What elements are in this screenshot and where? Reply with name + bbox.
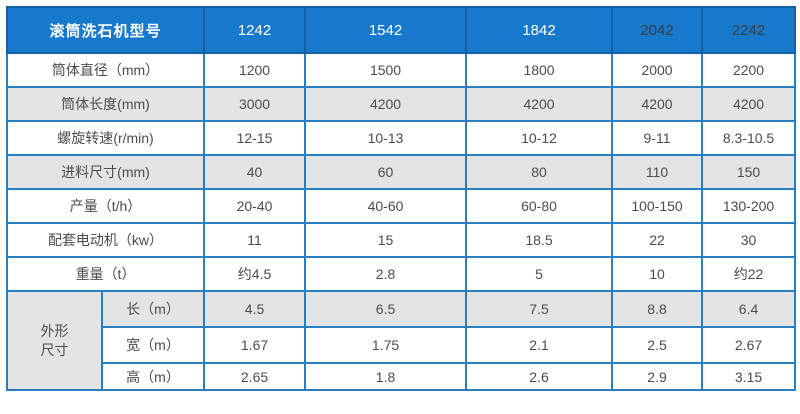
- spec-cell: 1.67: [203, 326, 307, 364]
- spec-cell: 22: [611, 222, 704, 258]
- dimension-group-label-line2: 尺寸: [40, 341, 69, 358]
- spec-cell: 10-12: [465, 120, 614, 156]
- spec-cell: 130-200: [701, 188, 797, 224]
- row-feed-size: 进料尺寸(mm) 40 60 80 110 150: [5, 154, 797, 190]
- spec-cell: 4200: [701, 86, 797, 122]
- spec-cell: 2.67: [701, 326, 797, 364]
- spec-cell: 4200: [304, 86, 468, 122]
- row-capacity: 产量（t/h） 20-40 40-60 60-80 100-150 130-20…: [5, 188, 797, 224]
- row-drum-length: 筒体长度(mm) 3000 4200 4200 4200 4200: [5, 86, 797, 122]
- spec-cell: 150: [701, 154, 797, 190]
- spec-cell: 2.1: [465, 326, 614, 364]
- spec-cell: 6.5: [304, 290, 468, 328]
- spec-cell: 1.8: [304, 362, 468, 391]
- row-weight: 重量（t） 约4.5 2.8 5 10 约22: [5, 256, 797, 292]
- row-label: 筒体长度(mm): [5, 86, 206, 122]
- model-column-title: 滚筒洗石机型号: [5, 6, 206, 54]
- row-label: 重量（t）: [5, 256, 206, 292]
- row-dimension-length: 外形 尺寸 长（m） 4.5 6.5 7.5 8.8 6.4: [6, 290, 797, 391]
- spec-cell: 30: [701, 222, 797, 258]
- spec-cell: 3000: [203, 86, 307, 122]
- spec-cell: 3.15: [701, 362, 797, 391]
- dimension-group-label: 外形 尺寸: [6, 290, 103, 391]
- spec-cell: 40: [203, 154, 307, 190]
- dimension-group-label-line1: 外形: [40, 322, 69, 339]
- spec-cell: 2.6: [465, 362, 614, 391]
- spec-cell: 60-80: [465, 188, 614, 224]
- spec-cell: 2.65: [203, 362, 307, 391]
- model-header-1842: 1842: [465, 6, 614, 54]
- spec-cell: 2.5: [611, 326, 704, 364]
- table-header-row: 滚筒洗石机型号 1242 1542 1842 2042 2242: [5, 6, 797, 54]
- spec-cell: 20-40: [203, 188, 307, 224]
- row-dimension-height: 高（m） 2.65 1.8 2.6 2.9 3.15: [7, 362, 797, 391]
- spec-cell: 18.5: [465, 222, 614, 258]
- spec-cell: 8.3-10.5: [701, 120, 797, 156]
- spec-cell: 12-15: [203, 120, 307, 156]
- model-header-2242: 2242: [701, 6, 797, 54]
- row-motor-power: 配套电动机（kw） 11 15 18.5 22 30: [5, 222, 797, 258]
- spec-cell: 4.5: [203, 290, 307, 328]
- row-label: 配套电动机（kw）: [5, 222, 206, 258]
- spec-cell: 10: [611, 256, 704, 292]
- row-label: 产量（t/h）: [5, 188, 206, 224]
- spec-cell: 2000: [611, 52, 704, 88]
- model-header-2042: 2042: [611, 6, 704, 54]
- spec-cell: 100-150: [611, 188, 704, 224]
- spec-cell: 60: [304, 154, 468, 190]
- spec-cell: 4200: [465, 86, 614, 122]
- spec-cell: 1.75: [304, 326, 468, 364]
- page-container: 滚筒洗石机型号 1242 1542 1842 2042 2242 筒体直径（mm…: [5, 6, 797, 391]
- row-sublabel: 长（m）: [100, 290, 206, 328]
- spec-cell: 4200: [611, 86, 704, 122]
- spec-cell: 1200: [203, 52, 307, 88]
- spec-cell: 8.8: [611, 290, 704, 328]
- row-drum-diameter: 筒体直径（mm） 1200 1500 1800 2000 2200: [5, 52, 797, 88]
- spec-cell: 约4.5: [203, 256, 307, 292]
- spec-cell: 2200: [701, 52, 797, 88]
- row-label: 螺旋转速(r/min): [5, 120, 206, 156]
- spec-cell: 11: [203, 222, 307, 258]
- spec-cell: 15: [304, 222, 468, 258]
- row-label: 进料尺寸(mm): [5, 154, 206, 190]
- spec-cell: 10-13: [304, 120, 468, 156]
- spec-cell: 40-60: [304, 188, 468, 224]
- spec-cell: 7.5: [465, 290, 614, 328]
- spec-cell: 9-11: [611, 120, 704, 156]
- spec-cell: 约22: [701, 256, 797, 292]
- spec-cell: 1800: [465, 52, 614, 88]
- spec-cell: 5: [465, 256, 614, 292]
- model-header-1542: 1542: [304, 6, 468, 54]
- row-sublabel: 高（m）: [100, 362, 206, 391]
- model-header-1242: 1242: [203, 6, 307, 54]
- row-sublabel: 宽（m）: [100, 326, 206, 364]
- row-label: 筒体直径（mm）: [5, 52, 206, 88]
- spec-table: 滚筒洗石机型号 1242 1542 1842 2042 2242 筒体直径（mm…: [5, 6, 797, 391]
- spec-cell: 6.4: [701, 290, 797, 328]
- spec-cell: 2.9: [611, 362, 704, 391]
- spec-cell: 2.8: [304, 256, 468, 292]
- spec-cell: 110: [611, 154, 704, 190]
- row-spiral-speed: 螺旋转速(r/min) 12-15 10-13 10-12 9-11 8.3-1…: [5, 120, 797, 156]
- spec-cell: 1500: [304, 52, 468, 88]
- row-dimension-width: 宽（m） 1.67 1.75 2.1 2.5 2.67: [7, 326, 797, 364]
- spec-cell: 80: [465, 154, 614, 190]
